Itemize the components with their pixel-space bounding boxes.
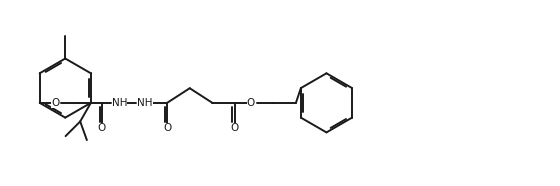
Text: O: O xyxy=(231,124,239,133)
Text: O: O xyxy=(246,98,255,108)
Text: O: O xyxy=(163,124,171,133)
Text: O: O xyxy=(98,124,106,133)
Text: NH: NH xyxy=(112,98,127,108)
Text: O: O xyxy=(52,98,59,108)
Text: NH: NH xyxy=(137,98,152,108)
